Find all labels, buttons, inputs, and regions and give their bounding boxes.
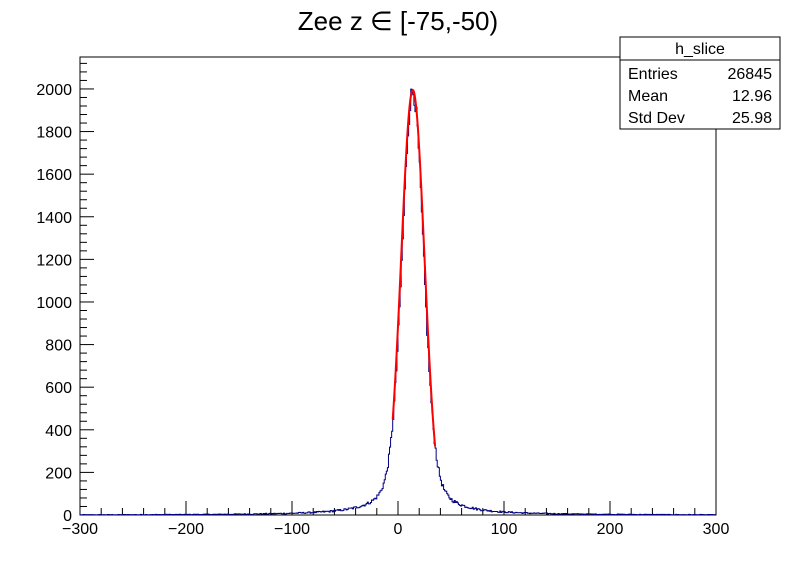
y-tick-label: 1800 bbox=[36, 125, 72, 142]
stats-stddev-value: 25.98 bbox=[732, 110, 772, 127]
y-tick-label: 1200 bbox=[36, 252, 72, 269]
y-tick-label: 800 bbox=[45, 338, 72, 355]
y-tick-label: 2000 bbox=[36, 82, 72, 99]
x-tick-label: −100 bbox=[274, 521, 310, 538]
stats-entries-label: Entries bbox=[628, 66, 678, 83]
x-tick-label: −300 bbox=[62, 521, 98, 538]
stats-box-frame bbox=[619, 36, 781, 130]
y-tick-label: 1000 bbox=[36, 295, 72, 312]
y-tick-label: 1600 bbox=[36, 167, 72, 184]
x-axis: −300 −200 −100 0 100 200 300 bbox=[62, 501, 729, 538]
stats-stddev-label: Std Dev bbox=[628, 110, 685, 127]
y-tick-label: 1400 bbox=[36, 210, 72, 227]
gaussian-fit-curve bbox=[391, 88, 437, 447]
stats-entries-value: 26845 bbox=[728, 66, 773, 83]
x-tick-label: 100 bbox=[491, 521, 518, 538]
y-tick-label: 600 bbox=[45, 380, 72, 397]
x-tick-label: 300 bbox=[703, 521, 730, 538]
x-tick-label: 0 bbox=[394, 521, 403, 538]
x-tick-label: −200 bbox=[168, 521, 204, 538]
stats-box-title: h_slice bbox=[675, 41, 725, 58]
x-tick-label: 200 bbox=[597, 521, 624, 538]
chart-title: Zee z ∈ [-75,-50) bbox=[298, 6, 498, 36]
y-tick-label: 200 bbox=[45, 465, 72, 482]
stats-mean-value: 12.96 bbox=[732, 88, 772, 105]
stats-box: h_slice Entries 26845 Mean 12.96 Std Dev… bbox=[619, 36, 781, 130]
y-tick-label: 0 bbox=[63, 508, 72, 525]
y-tick-label: 400 bbox=[45, 423, 72, 440]
y-axis: 0 200 400 600 800 1000 1200 1400 1600 1800 2000 bbox=[36, 62, 94, 525]
stats-mean-label: Mean bbox=[628, 88, 668, 105]
